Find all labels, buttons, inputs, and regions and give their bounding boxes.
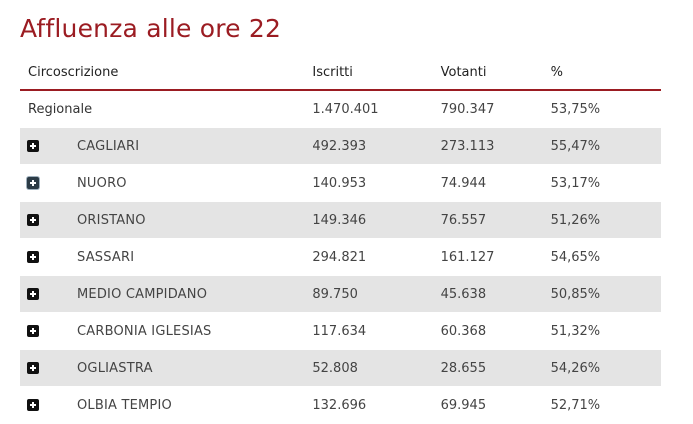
row-percent: 55,47% (542, 127, 661, 165)
table-header-row: Circoscrizione Iscritti Votanti % (20, 56, 661, 91)
row-votanti: 45.638 (432, 275, 543, 313)
header-circoscrizione: Circoscrizione (20, 56, 305, 91)
row-percent: 51,32% (542, 312, 661, 350)
table-row: NUORO 140.953 74.944 53,17% (20, 164, 661, 202)
expand-plus-icon[interactable] (27, 177, 39, 189)
row-votanti: 74.944 (432, 164, 543, 202)
table-row: CARBONIA IGLESIAS 117.634 60.368 51,32% (20, 312, 661, 350)
row-votanti: 273.113 (432, 127, 543, 165)
row-iscritti: 149.346 (304, 201, 433, 239)
row-iscritti: 140.953 (304, 164, 433, 202)
table-row: CAGLIARI 492.393 273.113 55,47% (20, 127, 661, 165)
table-row: OGLIASTRA 52.808 28.655 54,26% (20, 349, 661, 387)
table-row-regional: Regionale 1.470.401 790.347 53,75% (20, 90, 661, 128)
row-name: ORISTANO (77, 212, 146, 228)
row-percent: 54,65% (542, 238, 661, 276)
table-row: MEDIO CAMPIDANO 89.750 45.638 50,85% (20, 275, 661, 313)
row-iscritti: 117.634 (304, 312, 433, 350)
row-votanti: 161.127 (432, 238, 543, 276)
row-iscritti: 294.821 (304, 238, 433, 276)
row-iscritti: 132.696 (304, 386, 433, 424)
expand-plus-icon[interactable] (27, 325, 39, 337)
row-votanti: 60.368 (432, 312, 543, 350)
row-name: OLBIA TEMPIO (77, 397, 172, 413)
row-iscritti: 492.393 (304, 127, 433, 165)
table-row: ORISTANO 149.346 76.557 51,26% (20, 201, 661, 239)
row-percent: 50,85% (542, 275, 661, 313)
row-percent: 52,71% (542, 386, 661, 424)
row-name: OGLIASTRA (77, 360, 153, 376)
header-votanti: Votanti (432, 56, 543, 91)
row-votanti: 76.557 (432, 201, 543, 239)
expand-plus-icon[interactable] (27, 362, 39, 374)
row-name: SASSARI (77, 249, 135, 265)
page-title: Affluenza alle ore 22 (20, 14, 282, 43)
expand-plus-icon[interactable] (27, 214, 39, 226)
table-row: OLBIA TEMPIO 132.696 69.945 52,71% (20, 386, 661, 424)
table-row: SASSARI 294.821 161.127 54,65% (20, 238, 661, 276)
expand-plus-icon[interactable] (27, 140, 39, 152)
row-iscritti: 52.808 (304, 349, 433, 387)
row-votanti: 69.945 (432, 386, 543, 424)
row-percent: 53,75% (542, 90, 661, 128)
row-votanti: 28.655 (432, 349, 543, 387)
row-name: Regionale (20, 90, 305, 128)
row-name: MEDIO CAMPIDANO (77, 286, 208, 302)
row-name: CAGLIARI (77, 138, 140, 154)
row-percent: 54,26% (542, 349, 661, 387)
expand-plus-icon[interactable] (27, 251, 39, 263)
row-votanti: 790.347 (432, 90, 543, 128)
header-percent: % (542, 56, 661, 91)
row-percent: 53,17% (542, 164, 661, 202)
row-name: NUORO (77, 175, 127, 191)
row-iscritti: 1.470.401 (304, 90, 433, 128)
expand-plus-icon[interactable] (27, 288, 39, 300)
turnout-table: Circoscrizione Iscritti Votanti % Region… (20, 56, 661, 424)
row-name: CARBONIA IGLESIAS (77, 323, 212, 339)
expand-plus-icon[interactable] (27, 399, 39, 411)
header-iscritti: Iscritti (304, 56, 433, 91)
row-percent: 51,26% (542, 201, 661, 239)
row-iscritti: 89.750 (304, 275, 433, 313)
